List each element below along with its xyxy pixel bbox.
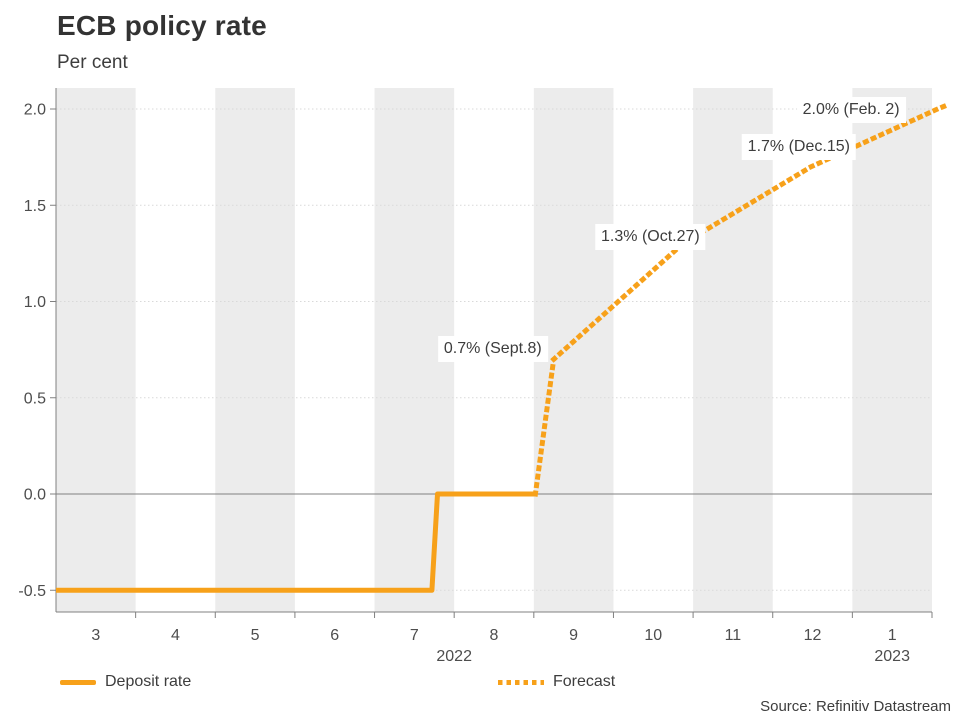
legend-label-deposit-rate: Deposit rate (105, 673, 192, 690)
deposit-rate-line-swatch (60, 679, 96, 685)
forecast-line-swatch (498, 679, 544, 685)
y-tick-label: 1.5 (24, 198, 46, 215)
x-tick-label: 10 (644, 627, 662, 644)
month-band (693, 88, 773, 612)
x-tick-label: 5 (251, 627, 260, 644)
y-tick-label: 0.5 (24, 390, 46, 407)
legend-label-forecast: Forecast (553, 673, 616, 690)
x-tick-label: 9 (569, 627, 578, 644)
annotation-label: 1.7% (Dec.15) (741, 133, 856, 160)
x-tick-label: 1 (888, 627, 897, 644)
legend-item-forecast: Forecast (498, 672, 615, 692)
year-label: 2023 (874, 648, 910, 665)
x-tick-label: 12 (804, 627, 822, 644)
x-tick-label: 7 (410, 627, 419, 644)
month-band (215, 88, 295, 612)
source-credit: Source: Refinitiv Datastream (760, 698, 951, 715)
x-tick-label: 8 (490, 627, 499, 644)
forecast-line (532, 101, 951, 497)
deposit-rate-line (56, 491, 536, 593)
chart-subtitle: Per cent (57, 52, 128, 73)
x-tick-label: 4 (171, 627, 180, 644)
chart-title: ECB policy rate (57, 10, 267, 41)
annotation-label: 2.0% (Feb. 2) (796, 97, 906, 123)
month-band (56, 88, 136, 612)
y-tick-label: 0.0 (24, 487, 46, 504)
legend-item-deposit-rate: Deposit rate (60, 672, 191, 692)
y-tick-label: 1.0 (24, 294, 46, 311)
x-tick-label: 6 (330, 627, 339, 644)
x-tick-label: 3 (91, 627, 100, 644)
y-tick-label: -0.5 (18, 583, 46, 600)
year-label: 2022 (436, 648, 472, 665)
x-tick-label: 11 (725, 627, 742, 644)
y-tick-label: 2.0 (24, 102, 46, 119)
month-band (852, 88, 932, 612)
annotation-label: 0.7% (Sept.8) (437, 336, 548, 363)
annotation-label: 1.3% (Oct.27) (595, 223, 706, 250)
